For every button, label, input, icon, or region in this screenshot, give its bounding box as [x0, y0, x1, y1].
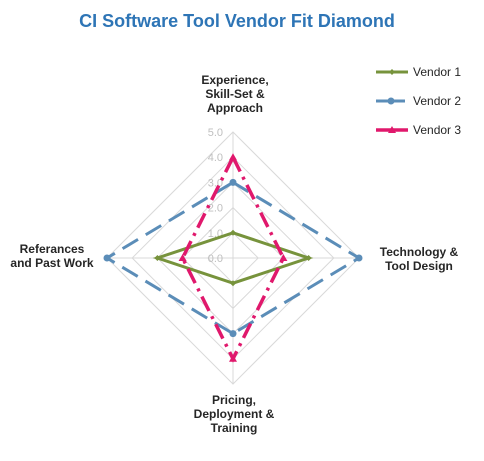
legend-label-vendor-1: Vendor 1 — [413, 65, 461, 79]
data-point-vendor-2 — [355, 254, 363, 262]
series-line-vendor-2 — [104, 180, 362, 336]
legend-label-vendor-3: Vendor 3 — [413, 123, 461, 137]
data-point-vendor-3 — [178, 254, 187, 261]
axis-label-references: Referances and Past Work — [10, 242, 93, 270]
data-point-vendor-2 — [103, 254, 111, 262]
tick-label: 5.0 — [208, 127, 223, 139]
radar-grid — [106, 131, 360, 385]
tick-label: 0.0 — [208, 253, 223, 265]
data-point-vendor-3 — [279, 254, 288, 261]
axis-label-pricing: Pricing, Deployment & Training — [194, 393, 275, 435]
data-point-vendor-3 — [229, 153, 237, 161]
axis-label-experience: Experience, Skill-Set & Approach — [201, 73, 268, 115]
tick-label: 4.0 — [208, 152, 223, 164]
legend-label-vendor-2: Vendor 2 — [413, 94, 461, 108]
data-point-vendor-3 — [229, 354, 237, 362]
legend-item-vendor-1: Vendor 1 — [376, 65, 461, 79]
tick-label: 2.0 — [208, 203, 223, 215]
data-point-vendor-2 — [229, 178, 237, 186]
legend-item-vendor-3: Vendor 3 — [376, 123, 461, 137]
chart-title: CI Software Tool Vendor Fit Diamond — [79, 11, 395, 31]
radar-tick-labels: 0.01.02.03.04.05.0 — [208, 127, 223, 265]
data-point-vendor-1 — [230, 229, 236, 236]
axis-label-technology: Technology & Tool Design — [380, 245, 459, 273]
legend: Vendor 1 Vendor 2 Vendor 3 — [376, 65, 461, 137]
legend-item-vendor-2: Vendor 2 — [376, 94, 461, 108]
data-point-vendor-2 — [229, 330, 237, 338]
data-point-vendor-1 — [230, 280, 236, 287]
data-point-vendor-1 — [154, 255, 161, 261]
series-layer — [103, 153, 363, 363]
data-point-vendor-1 — [305, 255, 312, 261]
